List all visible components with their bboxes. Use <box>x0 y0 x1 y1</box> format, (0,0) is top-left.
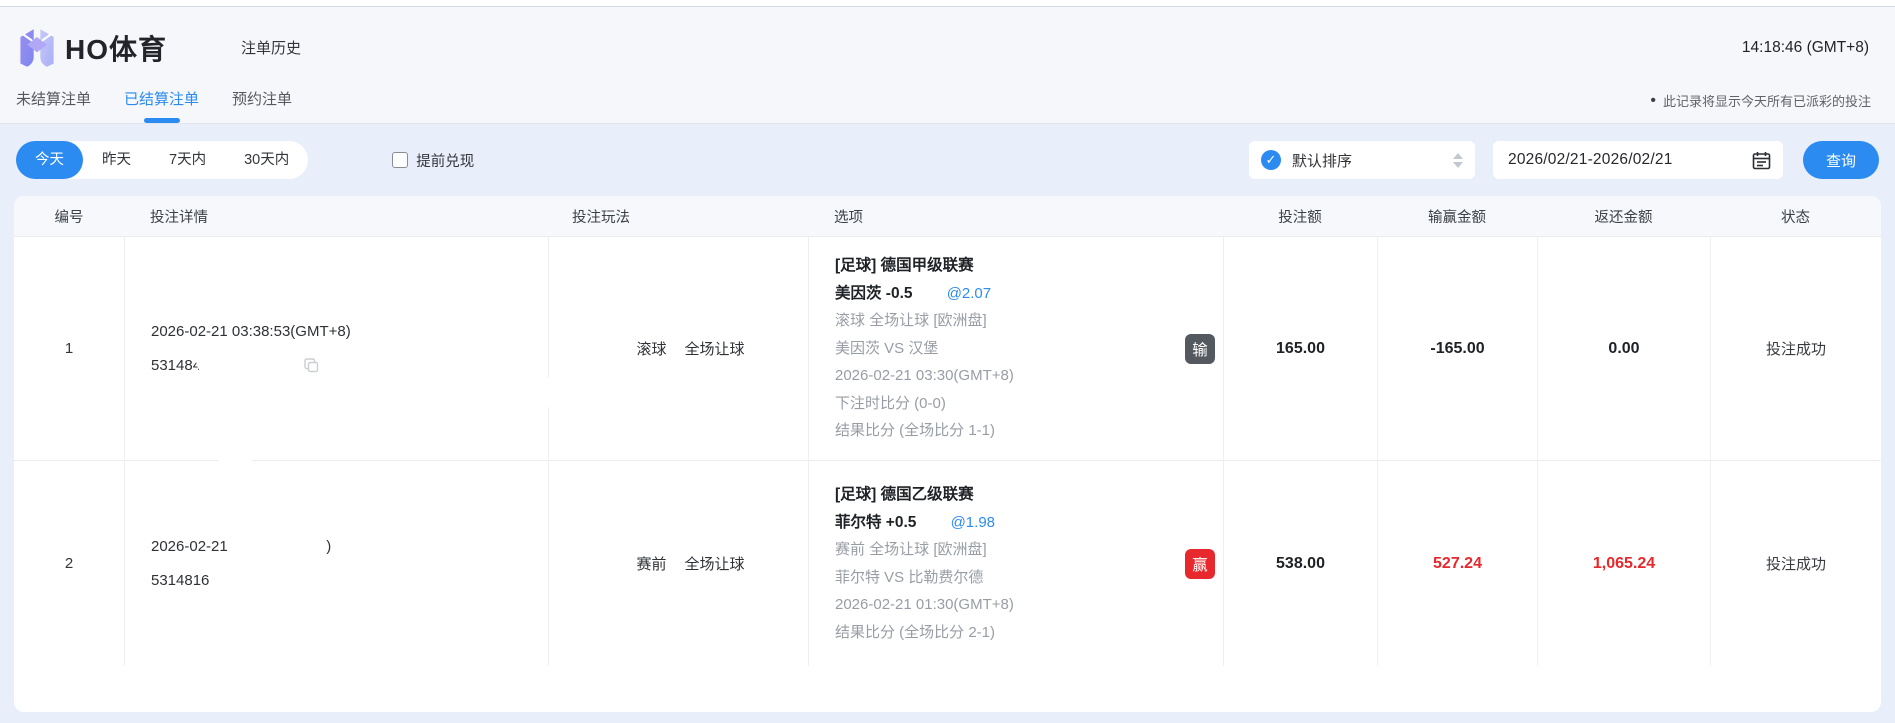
table-header-row: 编号 投注详情 投注玩法 选项 投注额 输赢金额 返还金额 状态 <box>14 196 1881 236</box>
order-number-line: 531484 <box>151 355 548 377</box>
pill-30days[interactable]: 30天内 <box>244 152 290 168</box>
topbar: HO体育 注单历史 14:18:46 (GMT+8) <box>0 7 1895 88</box>
redacted-text <box>209 580 279 581</box>
active-tab-underline <box>143 118 180 123</box>
bet-history-table: 编号 投注详情 投注玩法 选项 投注额 输赢金额 返还金额 状态 1 2026-… <box>14 196 1881 712</box>
pill-7days[interactable]: 7天内 <box>169 152 207 168</box>
redacted-text <box>201 365 296 366</box>
logo-icon <box>20 28 54 67</box>
match-teams: 美因茨 VS 汉堡 <box>835 339 939 357</box>
play-type-cell: 滚球 全场让球 <box>548 237 808 460</box>
bet-time: 2026-02-21 0 ) <box>151 537 332 555</box>
page-title: 注单历史 <box>241 40 302 57</box>
header-no: 编号 <box>54 209 84 226</box>
tab-settled[interactable]: 已结算注单 <box>124 88 199 123</box>
refund-amount: 1,065.24 <box>1537 461 1710 666</box>
option-cell: [足球] 德国甲级联赛 美因茨 -0.5 @2.07 滚球 全场让球 [欧洲盘]… <box>808 237 1223 460</box>
redacted-text <box>240 546 326 547</box>
league-name: [足球] 德国乙级联赛 <box>835 486 974 503</box>
header-stake: 投注额 <box>1278 209 1322 226</box>
bet-detail-cell: 2026-02-21 03:38:53(GMT+8) 531484 <box>124 237 548 460</box>
header-winloss: 输赢金额 <box>1428 209 1486 226</box>
bet-score: 下注时比分 (0-0) <box>835 394 946 412</box>
tabs-row: 未结算注单 已结算注单 预约注单 • 此记录将显示今天所有已派彩的投注 <box>0 88 1895 124</box>
early-cashout-label: 提前兑现 <box>416 153 475 170</box>
winloss-amount: -165.00 <box>1377 237 1537 460</box>
logo-text: HO体育 <box>65 33 168 65</box>
date-range-pills: 今天 昨天 7天内 30天内 <box>16 141 309 179</box>
league-name: [足球] 德国甲级联赛 <box>835 257 974 275</box>
refund-amount: 0.00 <box>1537 237 1710 460</box>
early-cashout-checkbox[interactable] <box>392 152 409 168</box>
sort-dropdown[interactable]: ✓ 默认排序 <box>1249 141 1475 179</box>
outcome-badge-lose: 输 <box>1185 333 1215 364</box>
bet-time: 2026-02-21 03:38:53(GMT+8) <box>151 322 351 340</box>
notice: • 此记录将显示今天所有已派彩的投注 <box>1650 92 1871 110</box>
date-range-picker[interactable]: 2026/02/21-2026/02/21 <box>1493 141 1783 179</box>
stake-amount: 165.00 <box>1223 237 1377 460</box>
match-teams: 菲尔特 VS 比勒费尔德 <box>835 568 984 586</box>
result-score: 结果比分 (全场比分 1-1) <box>835 422 996 440</box>
tab-unsettled[interactable]: 未结算注单 <box>16 91 92 108</box>
row-number: 2 <box>64 555 74 572</box>
calendar-icon[interactable] <box>1752 151 1771 170</box>
stake-amount: 538.00 <box>1223 461 1377 666</box>
odds-value: @2.07 <box>946 284 992 302</box>
table-row: 1 2026-02-21 03:38:53(GMT+8) 531484 滚球 <box>14 236 1881 460</box>
order-number-line: 5314816 <box>151 570 548 592</box>
filter-bar: 今天 昨天 7天内 30天内 提前兑现 ✓ 默认排序 2026/02/21-20… <box>0 124 1895 196</box>
sort-selected-value: 默认排序 <box>1292 152 1353 170</box>
odds-value: @1.98 <box>950 513 995 531</box>
market-line: 赛前 全场让球 [欧洲盘] <box>835 541 987 558</box>
bet-detail-cell: 2026-02-21 0 ) 5314816 <box>124 461 548 666</box>
copy-icon[interactable] <box>287 573 302 588</box>
tab-reserved[interactable]: 预约注单 <box>232 91 293 108</box>
status-text: 投注成功 <box>1710 237 1881 460</box>
header-play-type: 投注玩法 <box>572 209 630 226</box>
header-status: 状态 <box>1781 209 1810 226</box>
sort-arrows-icon <box>1453 152 1463 168</box>
header-refund: 返还金额 <box>1594 209 1653 226</box>
date-range-value: 2026/02/21-2026/02/21 <box>1508 151 1673 168</box>
header-option: 选项 <box>834 209 863 226</box>
status-text: 投注成功 <box>1710 461 1881 666</box>
pick-line: 美因茨 -0.5 @2.07 <box>835 284 992 302</box>
sort-check-icon: ✓ <box>1261 150 1281 170</box>
order-number: 5314816 <box>151 571 210 589</box>
option-cell: [足球] 德国乙级联赛 菲尔特 +0.5 @1.98 赛前 全场让球 [欧洲盘]… <box>808 461 1223 666</box>
table-row: 2 2026-02-21 0 ) 5314816 <box>14 460 1881 666</box>
pill-today[interactable]: 今天 <box>16 141 83 179</box>
window-top-edge <box>0 0 1895 7</box>
outcome-badge-win: 赢 <box>1185 548 1215 579</box>
row-number: 1 <box>64 340 74 357</box>
header-bet-detail: 投注详情 <box>150 209 208 226</box>
clock: 14:18:46 (GMT+8) <box>1741 38 1869 56</box>
match-time: 2026-02-21 01:30(GMT+8) <box>835 596 1014 613</box>
query-button[interactable]: 查询 <box>1803 141 1879 179</box>
early-cashout-toggle[interactable]: 提前兑现 <box>392 150 474 171</box>
pill-yesterday[interactable]: 昨天 <box>102 152 131 168</box>
pick-line: 菲尔特 +0.5 @1.98 <box>835 513 995 531</box>
result-score: 结果比分 (全场比分 2-1) <box>835 623 996 641</box>
order-number: 531484 <box>151 356 202 374</box>
brand-logo: HO体育 <box>18 27 167 69</box>
winloss-amount: 527.24 <box>1377 461 1537 666</box>
match-time: 2026-02-21 03:30(GMT+8) <box>835 367 1014 385</box>
bullet-icon: • <box>1650 92 1656 109</box>
play-type-cell: 赛前 全场让球 <box>548 461 808 666</box>
copy-icon[interactable] <box>304 358 319 373</box>
market-line: 滚球 全场让球 [欧洲盘] <box>835 312 987 330</box>
